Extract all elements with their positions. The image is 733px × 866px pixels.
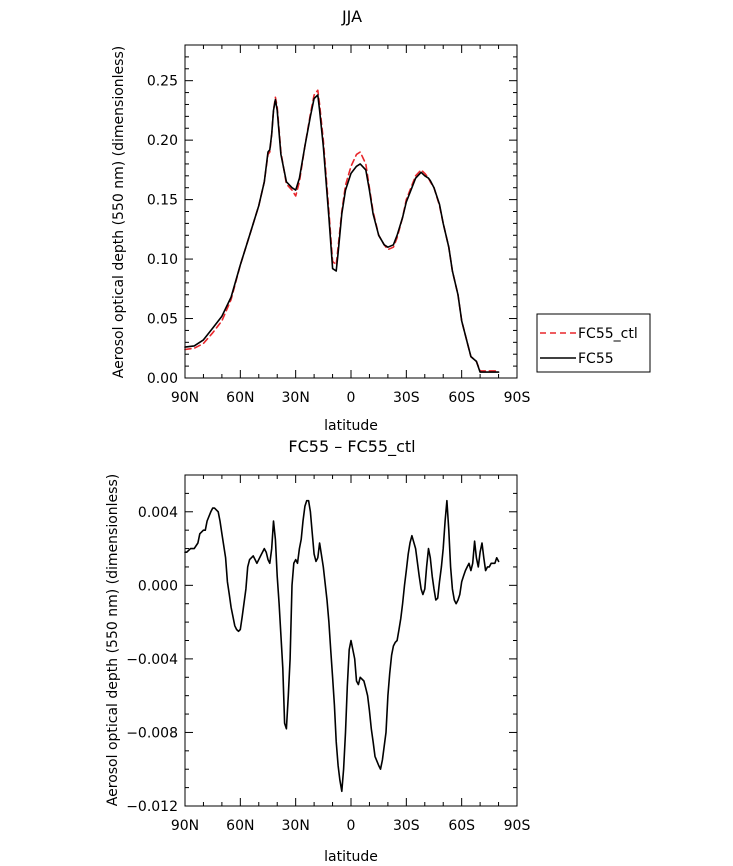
top-y-axis-label: Aerosol optical depth (550 nm) (dimensio… [111, 46, 127, 378]
top-y-tick-label: 0.05 [147, 312, 178, 328]
bottom-y-tick-label: 0.000 [138, 578, 178, 594]
bottom-x-tick-label: 0 [347, 818, 356, 834]
top-y-tick-label: 0.20 [147, 133, 178, 149]
top-chart-title: JJA [341, 7, 362, 26]
top-series-line-fc55-ctl [184, 89, 500, 372]
legend: FC55_ctl FC55 [536, 313, 651, 373]
bottom-x-tick-label: 60S [448, 818, 475, 834]
bottom-chart-title: FC55 – FC55_ctl [288, 437, 415, 457]
bottom-y-tick-label: −0.008 [126, 725, 178, 741]
bottom-x-tick-label: 60N [226, 818, 254, 834]
top-series-lines [184, 89, 500, 373]
bottom-y-tick-labels: −0.012 −0.008 −0.004 0.000 0.004 [126, 505, 178, 815]
bottom-series-lines [184, 499, 500, 793]
bottom-x-tick-label: 30N [282, 818, 310, 834]
legend-label-fc55-ctl: FC55_ctl [578, 326, 638, 342]
top-y-tick-label: 0.25 [147, 74, 178, 90]
top-x-tick-label: 0 [347, 390, 356, 406]
bottom-x-tick-labels: 90N 60N 30N 0 30S 60S 90S [171, 818, 531, 834]
top-x-tick-label: 90N [171, 390, 199, 406]
bottom-plot-frame [184, 474, 518, 807]
top-y-tick-labels: 0.00 0.05 0.10 0.15 0.20 0.25 [147, 74, 178, 387]
bottom-x-tick-label: 90S [504, 818, 531, 834]
top-y-tick-label: 0.10 [147, 252, 178, 268]
bottom-series-line-0 [184, 499, 500, 793]
bottom-y-tick-label: −0.012 [126, 799, 178, 815]
panel-top: JJA 90N 60N 30N 0 30S 60S 90S 0.00 0.05 0.10 0.15… [111, 7, 530, 434]
top-plot-frame [184, 44, 518, 379]
top-y-tick-label: 0.15 [147, 193, 178, 209]
bottom-y-tick-label: 0.004 [138, 505, 178, 521]
panel-bottom: FC55 – FC55_ctl 90N 60N 30N 0 30S 60S 90S −0.0… [105, 437, 530, 865]
bottom-x-tick-label: 90N [171, 818, 199, 834]
top-y-tick-label: 0.00 [147, 371, 178, 387]
top-x-tick-label: 60S [448, 390, 475, 406]
bottom-x-axis-label: latitude [324, 849, 378, 865]
top-x-tick-label: 30N [282, 390, 310, 406]
legend-label-fc55: FC55 [578, 351, 614, 367]
legend-box [536, 313, 651, 373]
top-series-line-fc55 [184, 94, 500, 373]
top-axis-ticks [184, 44, 518, 379]
top-x-tick-label: 60N [226, 390, 254, 406]
top-x-tick-label: 90S [504, 390, 531, 406]
bottom-y-tick-label: −0.004 [126, 652, 178, 668]
top-x-axis-label: latitude [324, 418, 378, 434]
top-x-tick-labels: 90N 60N 30N 0 30S 60S 90S [171, 390, 531, 406]
top-x-tick-label: 30S [393, 390, 420, 406]
bottom-x-tick-label: 30S [393, 818, 420, 834]
bottom-y-axis-label: Aerosol optical depth (550 nm) (dimensio… [105, 474, 121, 806]
